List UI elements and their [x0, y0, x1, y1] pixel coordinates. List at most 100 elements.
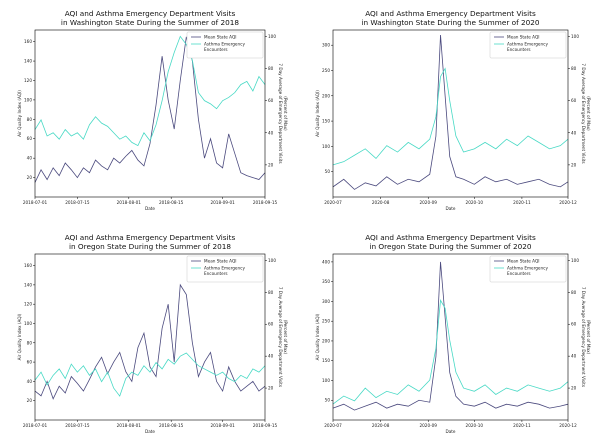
x-axis-label: Date: [145, 206, 155, 211]
legend-label-aqi: Mean State AQI: [204, 259, 236, 264]
y2-tick-label: 80: [268, 290, 274, 295]
y-axis-label: Air Quality Index (AQI): [315, 313, 320, 360]
y-axis-label: Air Quality Index (AQI): [17, 90, 22, 137]
legend-box: [186, 255, 264, 283]
y2-axis-label-line: (Percent of Max): [283, 320, 288, 355]
y2-tick-label: 100: [268, 34, 276, 39]
x-tick-label: 2020-07: [324, 423, 342, 428]
y-tick-label: 40: [27, 156, 33, 161]
legend-label-asthma: Asthma Emergency Encounters: [507, 266, 548, 277]
y2-axis-label-line: (Percent of Max): [283, 96, 288, 131]
plot-frame: [332, 29, 569, 198]
x-tick-label: 2020-11: [513, 423, 531, 428]
y2-tick-label: 100: [268, 258, 276, 263]
y2-tick-label: 60: [571, 98, 577, 103]
x-tick-label: 2020-11: [513, 200, 531, 205]
chart-title-line: AQI and Asthma Emergency Department Visi…: [65, 233, 236, 242]
y-tick-label: 140: [24, 59, 32, 64]
y2-tick-label: 20: [571, 386, 577, 391]
y2-tick-label: 40: [268, 354, 274, 359]
y-tick-label: 80: [27, 340, 33, 345]
y-axis-label: Air Quality Index (AQI): [315, 90, 320, 137]
x-axis-label: Date: [445, 206, 455, 211]
y2-tick-label: 80: [571, 290, 577, 295]
y-tick-label: 80: [27, 117, 33, 122]
y-tick-label: 120: [24, 78, 32, 83]
y2-tick-label: 20: [571, 162, 577, 167]
legend-box: [186, 31, 264, 59]
y-tick-label: 250: [322, 68, 330, 73]
x-tick-label: 2020-12: [559, 200, 577, 205]
chart-title-line: in Washington State During the Summer of…: [61, 18, 240, 27]
legend-label-aqi: Mean State AQI: [507, 35, 539, 40]
y2-tick-label: 80: [268, 66, 274, 71]
y-tick-label: 100: [322, 378, 330, 383]
y2-tick-label: 40: [571, 354, 577, 359]
y-tick-label: 20: [27, 398, 33, 403]
x-tick-label: 2018-07-01: [23, 423, 48, 428]
y-tick-label: 100: [24, 321, 32, 326]
y-tick-label: 400: [322, 259, 330, 264]
y2-axis-label-line: 7 Day Average of Emergency Department Vi…: [581, 63, 586, 163]
x-tick-label: 2018-08-15: [159, 200, 184, 205]
plot-frame: [34, 29, 266, 198]
legend-label-asthma: Asthma Emergency Encounters: [204, 42, 245, 53]
y-tick-label: 200: [322, 338, 330, 343]
y2-axis-label-line: 7 Day Average of Emergency Department Vi…: [278, 63, 283, 163]
y-axis-label: Air Quality Index (AQI): [17, 313, 22, 360]
y2-tick-label: 20: [268, 162, 274, 167]
legend-label-asthma: Asthma Emergency Encounters: [507, 42, 548, 53]
y-tick-label: 140: [24, 282, 32, 287]
x-tick-label: 2018-07-15: [65, 200, 90, 205]
legend-label-aqi: Mean State AQI: [204, 35, 236, 40]
y2-tick-label: 100: [571, 258, 579, 263]
aqi-series-line: [332, 35, 569, 190]
x-tick-label: 2018-08-01: [117, 423, 142, 428]
legend-label-asthma: Asthma Emergency Encounters: [204, 266, 245, 277]
y2-tick-label: 40: [571, 130, 577, 135]
y2-axis-label-line: (Percent of Max): [586, 320, 591, 355]
y-tick-label: 150: [322, 358, 330, 363]
chart-title-line: AQI and Asthma Emergency Department Visi…: [365, 233, 536, 242]
chart-title-line: AQI and Asthma Emergency Department Visi…: [65, 9, 236, 18]
x-tick-label: 2020-08: [372, 200, 390, 205]
aqi-series-line: [332, 261, 569, 411]
aqi-series-line: [34, 36, 266, 183]
x-tick-label: 2018-09-01: [210, 423, 235, 428]
y2-axis-label-line: (Percent of Max): [586, 96, 591, 131]
x-tick-label: 2018-08-15: [159, 423, 184, 428]
plot-frame: [332, 253, 569, 421]
y2-tick-label: 20: [268, 386, 274, 391]
y-tick-label: 160: [24, 263, 32, 268]
x-tick-label: 2020-09: [419, 200, 437, 205]
y-tick-label: 300: [322, 299, 330, 304]
x-tick-label: 2018-09-01: [210, 200, 235, 205]
plot-frame: [34, 253, 266, 421]
chart-title-line: AQI and Asthma Emergency Department Visi…: [365, 9, 536, 18]
x-tick-label: 2020-12: [559, 423, 577, 428]
y-tick-label: 160: [24, 39, 32, 44]
asthma-series-line: [332, 299, 569, 405]
x-tick-label: 2020-09: [419, 423, 437, 428]
y-tick-label: 250: [322, 319, 330, 324]
chart-panel-wa-2018: AQI and Asthma Emergency Department Visi…: [17, 9, 288, 211]
y2-tick-label: 40: [268, 130, 274, 135]
x-tick-label: 2018-07-01: [23, 200, 48, 205]
y2-tick-label: 100: [571, 34, 579, 39]
y-tick-label: 40: [27, 379, 33, 384]
chart-panel-or-2018: AQI and Asthma Emergency Department Visi…: [17, 233, 288, 434]
x-tick-label: 2020-10: [466, 423, 484, 428]
y-tick-label: 60: [27, 136, 33, 141]
y-tick-label: 50: [325, 398, 331, 403]
aqi-series-line: [34, 283, 266, 400]
legend-box: [489, 31, 567, 59]
y2-axis-label-line: 7 Day Average of Emergency Department Vi…: [278, 287, 283, 387]
chart-title-line: in Washington State During the Summer of…: [361, 18, 540, 27]
y-tick-label: 120: [24, 302, 32, 307]
x-tick-label: 2018-09-15: [253, 423, 278, 428]
y-tick-label: 350: [322, 279, 330, 284]
y2-axis-label-line: 7 Day Average of Emergency Department Vi…: [581, 287, 586, 387]
asthma-series-line: [34, 35, 266, 147]
chart-panel-wa-2020: AQI and Asthma Emergency Department Visi…: [315, 9, 591, 211]
y-tick-label: 200: [322, 93, 330, 98]
